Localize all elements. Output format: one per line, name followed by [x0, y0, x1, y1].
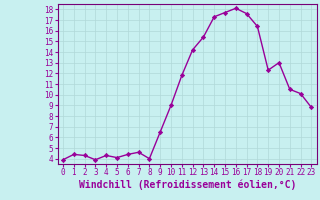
X-axis label: Windchill (Refroidissement éolien,°C): Windchill (Refroidissement éolien,°C)	[78, 180, 296, 190]
